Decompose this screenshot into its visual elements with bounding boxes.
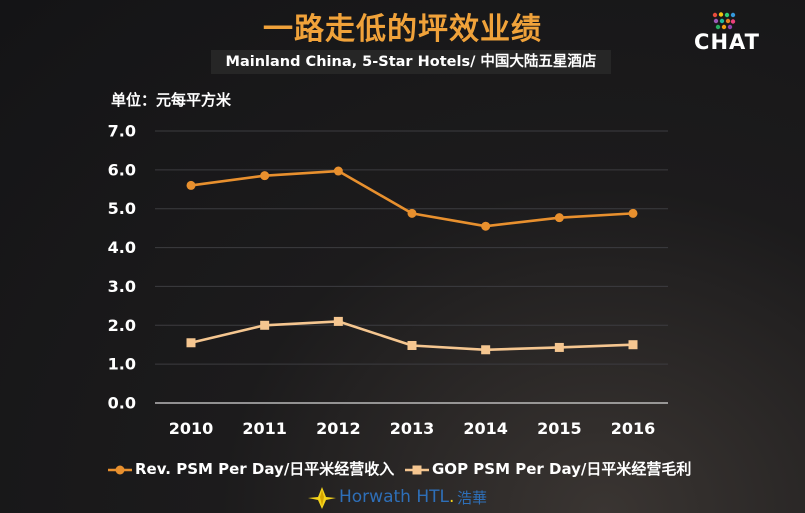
- rev-point-2010: [186, 180, 196, 190]
- rev-point-2012: [333, 166, 343, 176]
- y-tick-3.0: 3.0: [108, 277, 136, 296]
- y-tick-5.0: 5.0: [108, 199, 136, 218]
- x-tick-2011: 2011: [242, 419, 287, 438]
- x-tick-2012: 2012: [316, 419, 361, 438]
- x-tick-2013: 2013: [390, 419, 435, 438]
- brand-dot: .: [448, 487, 455, 507]
- y-axis-unit-label: 单位：元每平方米: [111, 91, 232, 109]
- colorful-dots-icon: [712, 12, 736, 30]
- x-tick-2016: 2016: [611, 419, 656, 438]
- gop-point-2014: [481, 345, 491, 355]
- gop-point-2010: [186, 338, 196, 348]
- legend-square-line-icon: [405, 465, 429, 474]
- chart-subtitle: Mainland China, 5-Star Hotels/ 中国大陆五星酒店: [211, 50, 611, 74]
- y-tick-7.0: 7.0: [108, 122, 136, 141]
- rev-point-2013: [407, 208, 417, 218]
- legend-item-rev: Rev. PSM Per Day/日平米经营收入: [108, 458, 394, 480]
- chat-logo: CHAT: [694, 12, 760, 54]
- rev-point-2014: [481, 221, 491, 231]
- chart-title: 一路走低的坪效业绩: [263, 12, 542, 47]
- rev-point-2011: [260, 171, 270, 181]
- legend-label-rev: Rev. PSM Per Day/日平米经营收入: [135, 460, 395, 478]
- y-tick-4.0: 4.0: [108, 238, 136, 257]
- gop-point-2015: [554, 342, 564, 352]
- rev-point-2015: [554, 213, 564, 223]
- rev-point-2016: [628, 208, 638, 218]
- y-tick-0.0: 0.0: [108, 394, 136, 413]
- gop-point-2016: [628, 340, 638, 350]
- horwath-htl-logo: Horwath HTL. 浩華: [307, 485, 507, 511]
- x-tick-2015: 2015: [537, 419, 582, 438]
- chart-legend: Rev. PSM Per Day/日平米经营收入 GOP PSM Per Day…: [108, 458, 728, 480]
- brand-name: Horwath HTL: [339, 487, 449, 507]
- gop-point-2013: [407, 340, 417, 350]
- legend-item-gop: GOP PSM Per Day/日平米经营毛利: [405, 458, 691, 480]
- x-tick-2014: 2014: [463, 419, 508, 438]
- y-tick-6.0: 6.0: [108, 160, 136, 179]
- horwath-htl-chinese-name: 浩華: [457, 489, 488, 507]
- horwath-star-icon: [308, 487, 336, 509]
- rev-series-line: [190, 169, 634, 228]
- legend-circle-line-icon: [108, 465, 132, 474]
- gop-point-2012: [333, 316, 343, 326]
- y-tick-1.0: 1.0: [108, 355, 136, 374]
- x-tick-2010: 2010: [169, 419, 214, 438]
- y-tick-2.0: 2.0: [108, 316, 136, 335]
- legend-label-gop: GOP PSM Per Day/日平米经营毛利: [432, 460, 692, 478]
- gop-point-2011: [260, 320, 270, 330]
- chat-logo-text: CHAT: [694, 30, 760, 54]
- horwath-htl-name: Horwath HTL.: [339, 487, 454, 507]
